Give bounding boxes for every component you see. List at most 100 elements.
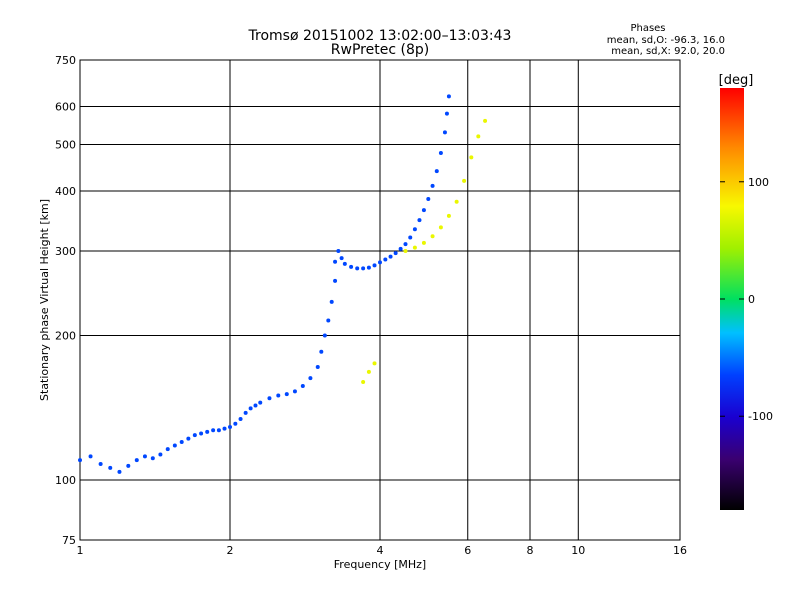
phases-header: Phases — [630, 23, 665, 34]
data-point — [292, 389, 297, 394]
data-point — [308, 376, 313, 381]
data-point — [211, 428, 216, 433]
data-point — [333, 259, 338, 264]
data-point — [454, 199, 459, 204]
data-point — [462, 178, 467, 183]
chart-subtitle: RwPretec (8p) — [331, 42, 429, 58]
data-point — [117, 469, 122, 474]
data-point — [366, 369, 371, 374]
phases-line-o: mean, sd,O: -96.3, 16.0 — [607, 35, 725, 46]
data-point — [393, 251, 398, 256]
data-point — [483, 118, 488, 123]
data-point — [126, 463, 131, 468]
x-tick-labels: 1 2 4 6 8 10 16 — [77, 544, 688, 557]
colorbar-label: [deg] — [719, 73, 754, 88]
data-point — [108, 465, 113, 470]
data-point — [339, 256, 344, 261]
y-tick-label: 100 — [55, 474, 76, 487]
data-point — [326, 318, 331, 323]
data-point — [403, 249, 408, 254]
data-point — [469, 155, 474, 160]
data-point — [430, 183, 435, 188]
data-point — [446, 213, 451, 218]
x-tick-label: 10 — [571, 544, 585, 557]
y-tick-label: 500 — [55, 139, 76, 152]
data-point — [98, 461, 103, 466]
data-point — [150, 456, 155, 461]
data-points — [78, 94, 488, 474]
y-tick-label: 600 — [55, 101, 76, 114]
data-point — [88, 454, 93, 459]
data-point — [216, 428, 221, 433]
y-tick-labels: 75 100 200 300 400 500 600 750 — [55, 54, 76, 547]
data-point — [408, 235, 413, 240]
y-tick-label: 75 — [62, 534, 76, 547]
data-point — [361, 266, 366, 271]
data-point — [284, 392, 289, 397]
data-point — [438, 225, 443, 230]
x-tick-label: 4 — [377, 544, 384, 557]
y-tick-label: 400 — [55, 185, 76, 198]
data-point — [238, 417, 243, 422]
y-axis-label: Stationary phase Virtual Height [km] — [38, 199, 51, 401]
data-point — [253, 403, 258, 408]
data-point — [300, 383, 305, 388]
data-point — [403, 242, 408, 247]
data-point — [199, 431, 204, 436]
data-point — [446, 94, 451, 99]
data-point — [421, 208, 426, 213]
y-tick-label: 750 — [55, 54, 76, 67]
x-axis-label: Frequency [MHz] — [334, 558, 426, 571]
data-point — [398, 246, 403, 251]
data-point — [442, 130, 447, 135]
phases-line-x: mean, sd,X: 92.0, 20.0 — [611, 46, 725, 57]
data-point — [186, 436, 191, 441]
data-point — [134, 458, 139, 463]
colorbar-ticks: 100 0 -100 — [720, 176, 773, 423]
data-point — [165, 447, 170, 452]
colorbar-tick-label: -100 — [748, 410, 773, 423]
x-tick-label: 8 — [527, 544, 534, 557]
colorbar-tick-label: 0 — [748, 293, 755, 306]
data-point — [444, 111, 449, 116]
data-point — [426, 197, 431, 202]
x-tick-label: 2 — [227, 544, 234, 557]
data-point — [315, 364, 320, 369]
data-point — [336, 249, 341, 254]
chart-title: Tromsø 20151002 13:02:00–13:03:43 — [248, 28, 512, 44]
data-point — [248, 406, 253, 411]
data-point — [372, 361, 377, 366]
data-point — [142, 454, 147, 459]
x-tick-label: 1 — [77, 544, 84, 557]
data-point — [366, 265, 371, 270]
data-point — [158, 452, 163, 457]
data-point — [412, 245, 417, 250]
data-point — [476, 134, 481, 139]
data-point — [372, 263, 377, 268]
grid-lines — [80, 60, 680, 540]
data-point — [205, 429, 210, 434]
y-tick-label: 200 — [55, 330, 76, 343]
data-point — [258, 400, 263, 405]
data-point — [333, 278, 338, 283]
data-point — [421, 240, 426, 245]
data-point — [322, 333, 327, 338]
data-point — [222, 426, 227, 431]
data-point — [412, 227, 417, 232]
x-tick-label: 6 — [464, 544, 471, 557]
data-point — [192, 433, 197, 438]
data-point — [243, 410, 248, 415]
colorbar-tick-label: 100 — [748, 176, 769, 189]
data-point — [228, 424, 232, 429]
data-point — [233, 421, 238, 426]
data-point — [417, 218, 422, 223]
data-point — [378, 260, 382, 265]
data-point — [355, 266, 360, 271]
data-point — [267, 396, 272, 401]
data-point — [179, 440, 184, 445]
data-point — [329, 299, 334, 304]
data-point — [430, 234, 435, 239]
data-point — [319, 349, 324, 354]
data-point — [172, 443, 177, 448]
